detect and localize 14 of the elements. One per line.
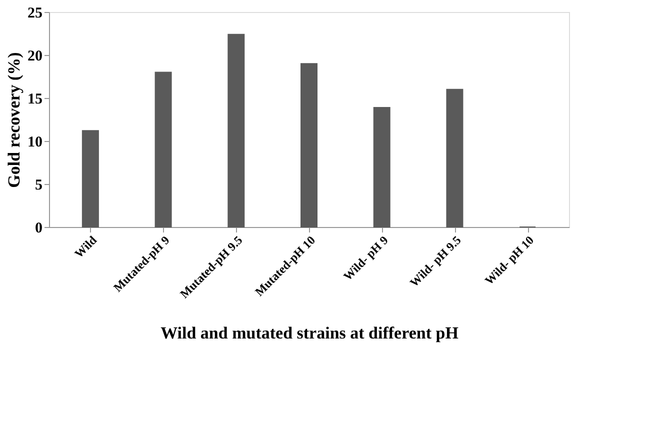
bar: [373, 106, 390, 228]
bar: [82, 130, 99, 228]
y-tick-label: 10: [28, 134, 42, 150]
y-tick-label: 5: [35, 178, 42, 194]
bar: [154, 72, 172, 228]
y-axis-title: Gold recovery (%): [4, 52, 24, 188]
y-tick-label: 20: [28, 48, 42, 64]
y-tick-label: 0: [35, 220, 42, 236]
bar: [228, 34, 245, 228]
x-axis-title: Wild and mutated strains at different pH: [160, 323, 458, 342]
y-tick-label: 15: [28, 92, 42, 108]
bar: [300, 63, 318, 228]
bar: [446, 88, 464, 228]
y-tick-label: 25: [28, 6, 42, 22]
